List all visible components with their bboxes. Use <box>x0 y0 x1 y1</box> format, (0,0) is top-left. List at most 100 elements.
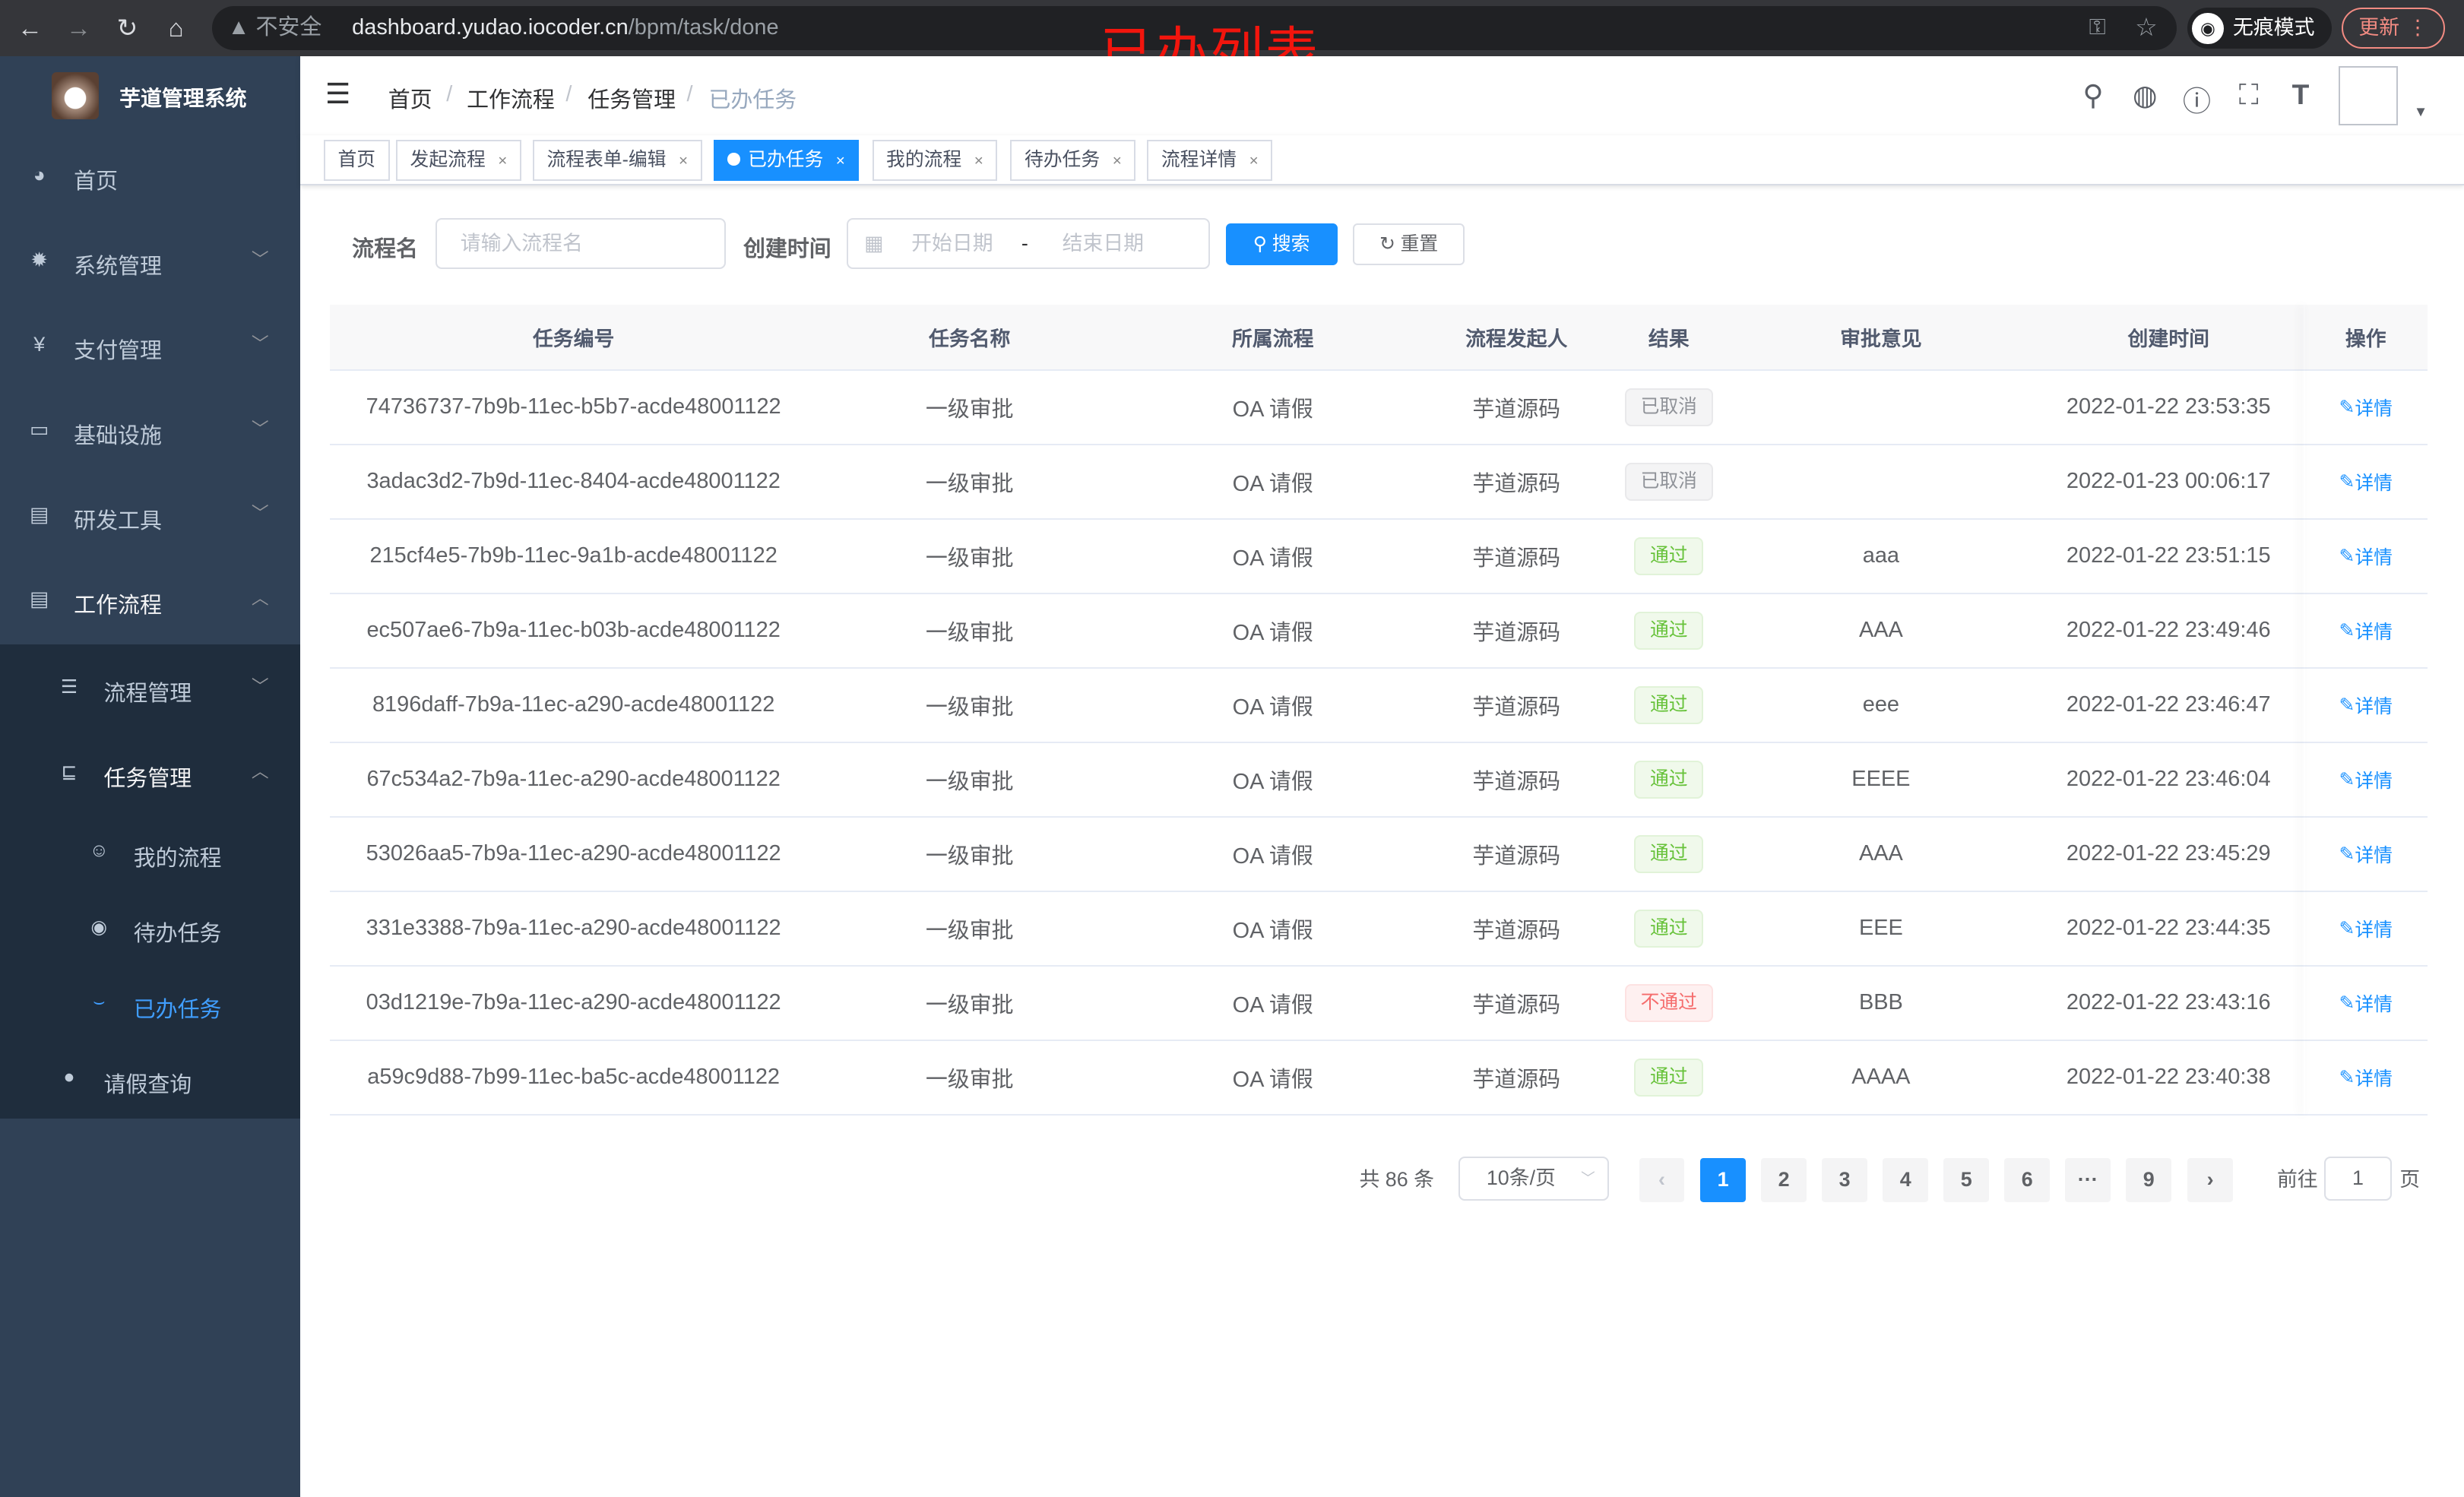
reset-button[interactable]: ↻ 重置 <box>1353 223 1465 266</box>
chevron-down-icon: ﹀ <box>251 418 269 438</box>
key-icon[interactable]: ⚿ <box>2089 15 2106 40</box>
sidebar-item-system[interactable]: ✹ 系统管理 ﹀ <box>0 220 300 305</box>
sidebar-item-process-manage[interactable]: ☰ 流程管理 ﹀ <box>0 652 300 727</box>
page-button[interactable]: 2 <box>1761 1157 1807 1202</box>
cell-actions[interactable]: ✎ 详情 <box>2304 669 2428 742</box>
cell-text: 8196daff-7b9a-11ec-a290-acde48001122 <box>372 692 775 717</box>
cell-actions[interactable]: ✎ 详情 <box>2304 371 2428 444</box>
tag-form-edit[interactable]: 流程表单-编辑 × <box>532 140 702 181</box>
page-button[interactable]: 3 <box>1822 1157 1868 1202</box>
incognito-badge[interactable]: ◉ 无痕模式 <box>2187 8 2333 49</box>
cell-actions[interactable]: ✎ 详情 <box>2304 445 2428 518</box>
cell-actions[interactable]: ✎ 详情 <box>2304 520 2428 593</box>
result-badge: 已取消 <box>1624 388 1713 426</box>
tag-done-tasks[interactable]: 已办任务 × <box>713 140 860 181</box>
page-button[interactable]: 5 <box>1943 1157 1990 1202</box>
sidebar-item-my-process[interactable]: ☺ 我的流程 <box>0 817 300 892</box>
cell-actions[interactable]: ✎ 详情 <box>2304 818 2428 891</box>
page-button[interactable]: 1 <box>1700 1157 1747 1202</box>
cell-create-time: 2022-01-22 23:51:15 <box>2033 520 2304 593</box>
home-icon[interactable]: ⌂ <box>168 14 184 43</box>
page-button[interactable]: 9 <box>2126 1157 2172 1202</box>
tag-start-process[interactable]: 发起流程 × <box>396 140 521 181</box>
forward-icon[interactable]: → <box>65 14 91 43</box>
start-date-input[interactable]: 开始日期 <box>911 232 993 255</box>
search-button[interactable]: ⚲ 搜索 <box>1225 223 1338 266</box>
cell-create-time: 2022-01-22 23:49:46 <box>2033 594 2304 667</box>
goto-page-input[interactable]: 1 <box>2323 1156 2392 1201</box>
font-size-icon[interactable]: T <box>2291 78 2310 111</box>
help-icon[interactable]: ⓘ <box>2182 85 2212 118</box>
page-size-select[interactable]: 10条/页 ﹀ <box>1458 1156 1610 1201</box>
detail-link[interactable]: 详情 <box>2355 994 2393 1015</box>
end-date-input[interactable]: 结束日期 <box>1062 232 1145 255</box>
sidebar-item-pay[interactable]: ¥ 支付管理 ﹀ <box>0 305 300 390</box>
cell-actions[interactable]: ✎ 详情 <box>2304 743 2428 816</box>
tag-label: 首页 <box>337 150 376 170</box>
detail-link[interactable]: 详情 <box>2355 622 2393 643</box>
tag-home[interactable]: 首页 <box>323 140 390 181</box>
breadcrumb-item[interactable]: 任务管理 <box>587 87 676 112</box>
cell-task-id: 03d1219e-7b9a-11ec-a290-acde48001122 <box>330 967 817 1040</box>
avatar[interactable] <box>2338 65 2399 126</box>
back-icon[interactable]: ← <box>17 14 43 43</box>
close-icon[interactable]: × <box>1112 152 1122 169</box>
cell-actions[interactable]: ✎ 详情 <box>2304 594 2428 667</box>
sidebar-item-leave[interactable]: ● 请假查询 <box>0 1043 300 1119</box>
detail-link[interactable]: 详情 <box>2355 919 2393 941</box>
toolbox-icon: ▤ <box>29 502 49 526</box>
sidebar-item-devtools[interactable]: ▤ 研发工具 ﹀ <box>0 474 300 559</box>
update-button[interactable]: 更新 ⋮ <box>2341 8 2446 49</box>
more-pages-button[interactable]: ··· <box>2065 1157 2111 1202</box>
tag-process-detail[interactable]: 流程详情 × <box>1147 140 1273 181</box>
cell-comment <box>1728 371 2033 444</box>
cell-initiator: 芋道源码 <box>1424 371 1609 444</box>
close-icon[interactable]: × <box>974 152 983 169</box>
workflow-submenu: ☰ 流程管理 ﹀ ⊑ 任务管理 ︿ ☺ 我的流程 ◉ 待办任务 ⌣ 已办任务 ● 请假查询 <box>0 644 300 1119</box>
sidebar-item-infra[interactable]: ▭ 基础设施 ﹀ <box>0 390 300 475</box>
address-bar[interactable]: ▲ 不安全 dashboard.yudao.iocoder.cn/bpm/tas… <box>212 6 2177 51</box>
detail-link[interactable]: 详情 <box>2355 473 2393 494</box>
next-page-button[interactable]: › <box>2187 1157 2234 1202</box>
cell-actions[interactable]: ✎ 详情 <box>2304 892 2428 965</box>
cell-create-time: 2022-01-22 23:53:35 <box>2033 371 2304 444</box>
tag-my-process[interactable]: 我的流程 × <box>872 140 998 181</box>
breadcrumb-item[interactable]: 工作流程 <box>467 87 555 112</box>
star-icon[interactable]: ☆ <box>2135 14 2158 43</box>
sidebar-item-home[interactable]: ◕ 首页 <box>0 135 300 220</box>
page-button[interactable]: 6 <box>2004 1157 2051 1202</box>
detail-link[interactable]: 详情 <box>2355 398 2393 419</box>
github-icon[interactable]: ◍ <box>2133 79 2158 112</box>
sidebar-item-done[interactable]: ⌣ 已办任务 <box>0 968 300 1043</box>
close-icon[interactable]: × <box>679 152 689 169</box>
cell-task-id: 74736737-7b9b-11ec-b5b7-acde48001122 <box>330 371 817 444</box>
detail-link[interactable]: 详情 <box>2355 771 2393 792</box>
search-icon[interactable]: ⚲ <box>2082 79 2104 112</box>
caret-down-icon[interactable]: ▼ <box>2413 103 2428 120</box>
detail-link[interactable]: 详情 <box>2355 1068 2393 1090</box>
cell-task-name: 一级审批 <box>817 594 1122 667</box>
sidebar-item-todo[interactable]: ◉ 待办任务 <box>0 892 300 967</box>
tag-todo[interactable]: 待办任务 × <box>1010 140 1136 181</box>
sidebar-item-task-manage[interactable]: ⊑ 任务管理 ︿ <box>0 737 300 812</box>
cell-task-id: 3adac3d2-7b9d-11ec-8404-acde48001122 <box>330 445 817 518</box>
process-name-input[interactable]: 请输入流程名 <box>435 218 727 269</box>
page-button[interactable]: 4 <box>1883 1157 1929 1202</box>
hamburger-icon[interactable]: ☰ <box>325 78 351 110</box>
detail-link[interactable]: 详情 <box>2355 845 2393 866</box>
reload-icon[interactable]: ↻ <box>116 14 138 43</box>
fullscreen-icon[interactable]: ⛶ <box>2238 78 2259 111</box>
cell-actions[interactable]: ✎ 详情 <box>2304 1041 2428 1114</box>
sidebar-item-workflow[interactable]: ▤ 工作流程 ︿ <box>0 559 300 644</box>
prev-page-button[interactable]: ‹ <box>1639 1157 1685 1202</box>
cell-actions[interactable]: ✎ 详情 <box>2304 967 2428 1040</box>
close-icon[interactable]: × <box>835 152 845 169</box>
close-icon[interactable]: × <box>1249 152 1259 169</box>
date-range-picker[interactable]: ▦ 开始日期 - 结束日期 <box>847 218 1211 269</box>
security-warning[interactable]: ▲ 不安全 <box>227 15 322 40</box>
breadcrumb-item[interactable]: 首页 <box>388 87 432 112</box>
detail-link[interactable]: 详情 <box>2355 547 2393 568</box>
detail-link[interactable]: 详情 <box>2355 696 2393 717</box>
close-icon[interactable]: × <box>498 152 508 169</box>
